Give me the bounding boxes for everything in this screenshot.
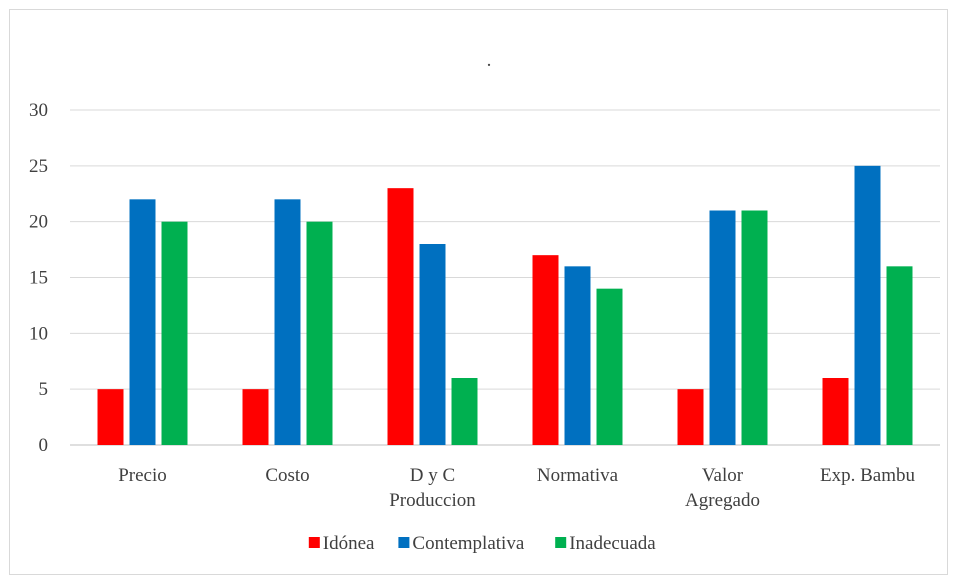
bar-inadecuada [306, 221, 333, 445]
x-category-label: Agregado [685, 490, 760, 511]
x-axis-labels: Precio Costo D y C Produccion Normativa Valor… [118, 465, 915, 511]
bars [97, 165, 913, 446]
bar-idónea [822, 378, 849, 445]
legend-swatch [398, 537, 410, 548]
legend-swatch [308, 537, 320, 548]
x-category-label: Precio [118, 465, 167, 486]
y-tick-label: 20 [29, 212, 48, 233]
bar-contemplativa [709, 210, 736, 445]
bar-inadecuada [886, 266, 913, 445]
y-tick-label: 0 [39, 435, 49, 456]
bar-contemplativa [564, 266, 591, 445]
y-tick-label: 10 [29, 323, 48, 344]
bar-inadecuada [161, 221, 188, 445]
bar-idónea [677, 389, 704, 445]
y-tick-label: 30 [29, 100, 48, 121]
gridlines [70, 109, 940, 446]
bar-contemplativa [854, 165, 881, 446]
bar-inadecuada [741, 210, 768, 445]
bar-idónea [97, 389, 124, 445]
bar-contemplativa [129, 199, 156, 445]
bar-inadecuada [596, 288, 623, 445]
y-tick-label: 5 [39, 379, 49, 400]
bar-idónea [242, 389, 269, 445]
legend-swatch [555, 537, 567, 548]
bar-idónea [532, 255, 559, 445]
x-category-label: Costo [265, 465, 309, 486]
x-category-label: Exp. Bambu [820, 465, 915, 486]
legend-label: Contemplativa [412, 533, 524, 554]
x-category-label: Valor [702, 465, 744, 486]
legend: Idónea Contemplativa Inadecuada [308, 533, 656, 554]
bar-contemplativa [419, 244, 446, 445]
y-tick-label: 15 [29, 268, 48, 289]
x-category-label: Normativa [537, 465, 619, 486]
bar-contemplativa [274, 199, 301, 445]
x-category-label: Produccion [389, 490, 476, 511]
y-tick-label: 25 [29, 156, 48, 177]
x-category-label: D y C [410, 465, 455, 486]
bar-inadecuada [451, 378, 478, 445]
chart-title: . [487, 50, 492, 71]
bar-idónea [387, 188, 414, 445]
legend-label: Idónea [323, 533, 375, 554]
y-axis-ticks: 0 5 10 15 20 25 30 [29, 100, 48, 456]
legend-label: Inadecuada [569, 533, 656, 554]
